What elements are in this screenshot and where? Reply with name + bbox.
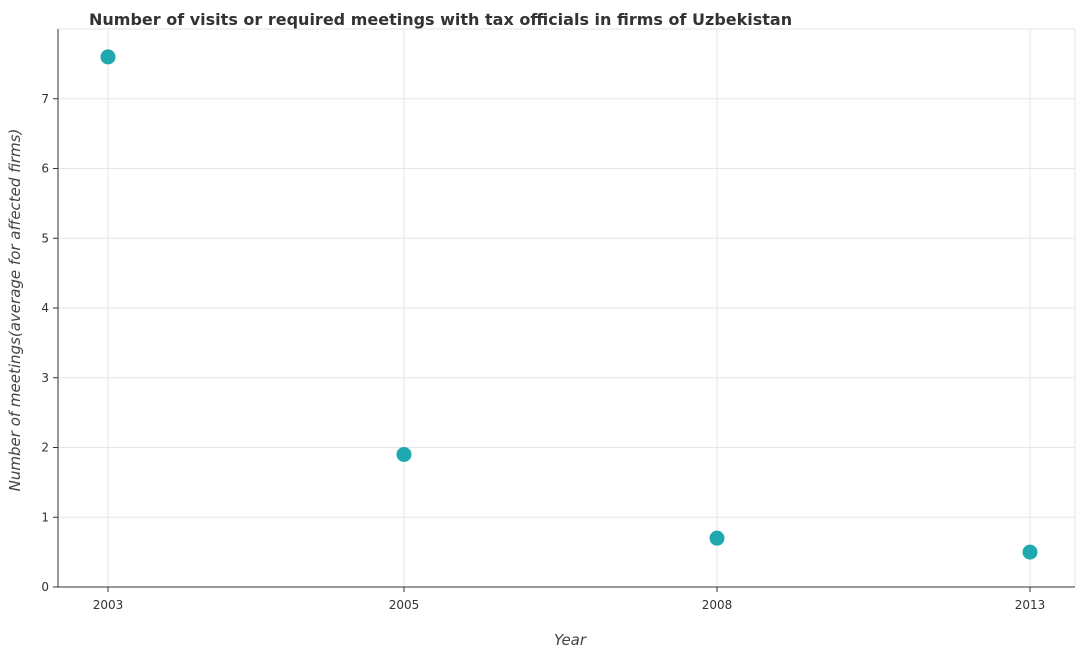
y-tick-label: 3 xyxy=(41,371,49,385)
chart-title: Number of visits or required meetings wi… xyxy=(89,10,792,29)
x-axis-label: Year xyxy=(554,631,587,649)
y-tick-label: 1 xyxy=(41,510,49,524)
data-point-2005 xyxy=(396,446,412,462)
data-points xyxy=(100,49,1038,560)
x-ticks: 2003 2005 2008 2013 xyxy=(93,587,1046,612)
x-tick-label: 2003 xyxy=(93,598,124,612)
x-tick-label: 2005 xyxy=(389,598,420,612)
data-point-2008 xyxy=(709,530,725,546)
x-tick-label: 2013 xyxy=(1015,598,1046,612)
y-tick-label: 2 xyxy=(41,441,49,455)
y-tick-label: 5 xyxy=(41,231,49,245)
grid xyxy=(58,28,1076,588)
y-axis-label: Number of meetings(average for affected … xyxy=(6,129,24,492)
y-ticks: 0 1 2 3 4 5 6 7 xyxy=(41,92,58,594)
y-tick-label: 6 xyxy=(41,162,49,176)
y-tick-label: 7 xyxy=(41,92,49,106)
data-point-2003 xyxy=(100,49,116,65)
x-tick-label: 2008 xyxy=(702,598,733,612)
data-point-2013 xyxy=(1022,544,1038,560)
y-tick-label: 0 xyxy=(41,580,49,594)
y-tick-label: 4 xyxy=(41,301,49,315)
